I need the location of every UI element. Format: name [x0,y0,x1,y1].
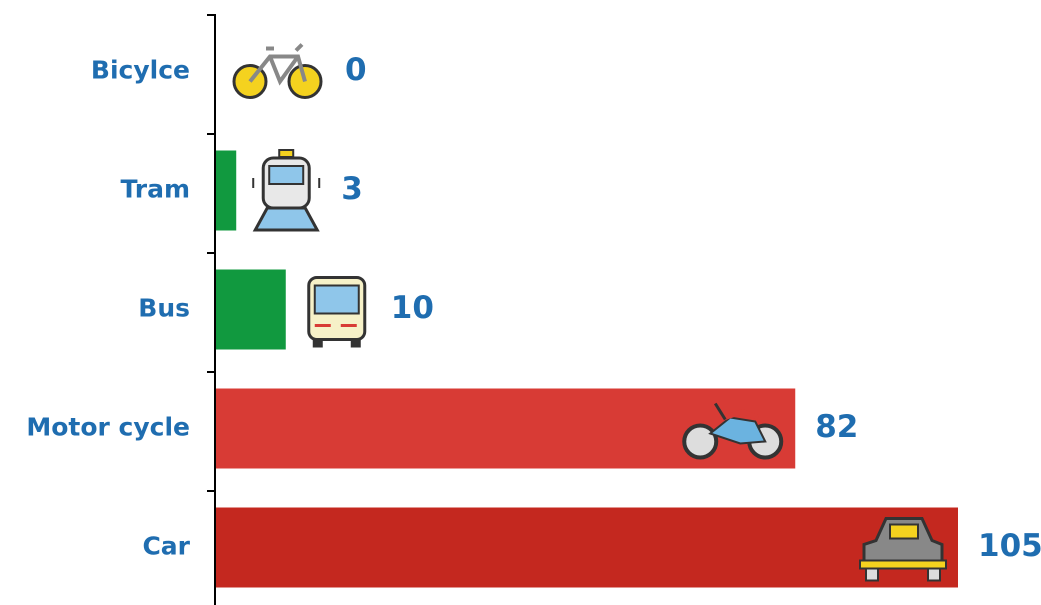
category-label: Tram [120,175,190,204]
category-label: Bicylce [91,56,190,85]
value-label: 82 [815,409,858,445]
value-label: 3 [341,171,363,207]
value-label: 0 [345,52,367,88]
category-label: Bus [138,294,190,323]
vehicle-icon [251,148,321,232]
value-label: 105 [978,528,1041,564]
value-label: 10 [391,290,434,326]
bar [216,269,286,350]
bar [216,507,958,588]
vehicle-icon [232,42,323,100]
category-label: Motor cycle [26,413,190,442]
vehicle-icon [307,276,367,349]
category-label: Car [142,532,190,561]
bar [216,150,237,231]
